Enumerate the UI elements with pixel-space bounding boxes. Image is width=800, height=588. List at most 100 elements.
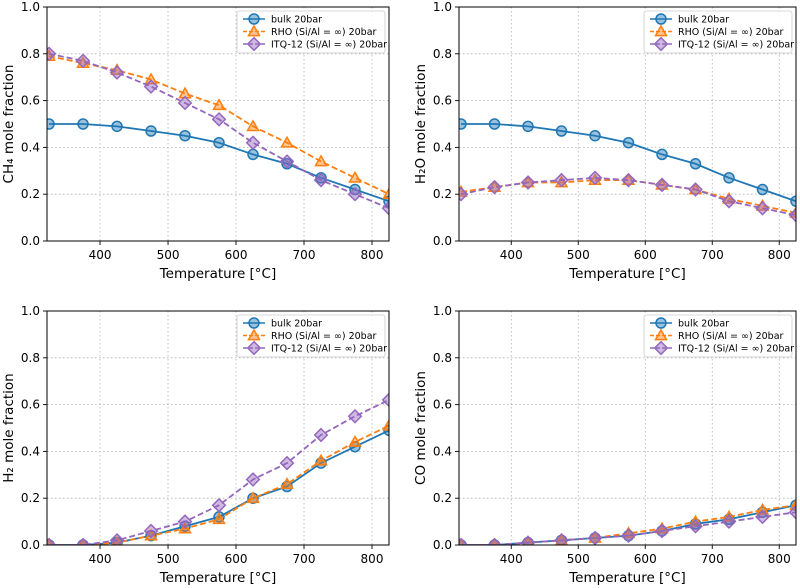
data-point [347, 186, 363, 202]
x-tick-label: 700 [293, 248, 316, 262]
x-tick-label: 600 [634, 552, 657, 566]
data-point [245, 472, 261, 487]
legend-label: RHO (Si/Al = ∞) 20bar [271, 27, 377, 38]
chart-co: 400 500 600 700 800 0.0 0.2 0.4 0.6 0.8 1.0 Tempera… [413, 304, 797, 586]
data-point [177, 95, 193, 111]
data-point [587, 530, 603, 545]
chart-h2o: 400 500 600 700 800 0.0 0.2 0.4 0.6 0.8 1.0 Tempera… [413, 0, 797, 282]
chart-ch4: 400 500 600 700 800 0.0 0.2 0.4 0.6 0.8 1.0 Tempera… [1, 0, 390, 282]
legend-label: ITQ-12 (Si/Al = ∞) 20bar [271, 40, 387, 51]
data-point [459, 118, 467, 130]
y-tick-label: 0.2 [433, 187, 452, 201]
data-point [788, 207, 796, 223]
data-point [487, 537, 502, 545]
data-point [348, 170, 362, 183]
plot-area [47, 46, 389, 216]
series-line [460, 176, 796, 217]
data-point [314, 154, 328, 167]
series-line [49, 424, 389, 545]
legend-marker [654, 24, 668, 37]
data-point [689, 158, 702, 170]
data-point [554, 172, 569, 188]
data-point [522, 120, 534, 133]
data-point [47, 537, 57, 545]
data-point [348, 435, 362, 447]
legend-label: ITQ-12 (Si/Al = ∞) 20bar [678, 344, 794, 355]
plot-area [459, 498, 796, 545]
x-tick-label: 600 [634, 248, 657, 262]
x-tick-label: 800 [768, 552, 791, 566]
series-itq12 [459, 170, 796, 223]
data-point [109, 532, 125, 545]
x-tick-label: 700 [701, 552, 724, 566]
legend-marker [248, 13, 260, 25]
data-point [755, 509, 770, 525]
x-tick-label: 600 [225, 248, 248, 262]
y-tick-label: 0.8 [21, 47, 40, 61]
data-point [723, 172, 735, 184]
legend-entry: bulk 20bar [243, 13, 322, 26]
legend-label: bulk 20bar [678, 15, 729, 26]
data-point [621, 172, 636, 188]
y-tick-label: 0.6 [21, 94, 40, 108]
x-tick-label: 800 [361, 552, 384, 566]
data-point [111, 120, 123, 133]
data-point [280, 477, 294, 490]
data-point [654, 177, 670, 193]
data-point [381, 392, 389, 408]
legend-label: RHO (Si/Al = ∞) 20bar [271, 331, 377, 342]
series-line [49, 399, 389, 545]
x-axis-label: Temperature [°C] [568, 570, 686, 586]
data-point [790, 195, 796, 207]
plot-area [47, 392, 389, 545]
x-tick-label: 500 [567, 552, 590, 566]
legend-label: RHO (Si/Al = ∞) 20bar [678, 331, 784, 342]
series-itq12 [47, 392, 389, 545]
data-point [688, 182, 703, 197]
legend-entry: RHO (Si/Al = ∞) 20bar [650, 328, 784, 342]
data-point [246, 119, 260, 132]
legend-marker [247, 24, 261, 37]
y-tick-label: 1.0 [433, 304, 452, 318]
data-point [213, 136, 225, 149]
y-tick-label: 0.2 [21, 187, 40, 201]
x-tick-label: 400 [500, 552, 523, 566]
y-axis-label: H₂ mole fraction [1, 373, 17, 482]
x-axis-label: Temperature [°C] [159, 570, 277, 586]
legend-entry: bulk 20bar [650, 317, 729, 330]
axes-frame [46, 6, 390, 242]
data-point [211, 497, 227, 513]
y-tick-label: 1.0 [433, 0, 452, 14]
series-line [48, 52, 389, 210]
data-point [143, 523, 159, 539]
data-point [245, 135, 261, 151]
data-point [587, 170, 603, 186]
data-point [459, 186, 469, 202]
y-tick-label: 0.0 [21, 538, 40, 552]
x-tick-label: 500 [157, 248, 180, 262]
data-point [246, 491, 260, 504]
data-point [382, 187, 389, 200]
data-point [279, 455, 295, 471]
data-point [47, 118, 55, 130]
data-point [144, 72, 158, 85]
series-itq12 [47, 46, 389, 216]
legend-box [236, 314, 386, 358]
data-point [347, 408, 363, 424]
legend-entry: ITQ-12 (Si/Al = ∞) 20bar [243, 36, 387, 52]
data-point [788, 504, 796, 520]
data-point [179, 129, 191, 142]
y-axis-label: H₂O mole fraction [413, 64, 429, 184]
data-point [381, 200, 389, 216]
data-point [382, 418, 389, 431]
x-tick-label: 800 [768, 248, 791, 262]
y-tick-label: 0.6 [21, 398, 40, 412]
axes-frame [458, 6, 797, 242]
legend-entry: RHO (Si/Al = ∞) 20bar [243, 24, 377, 38]
legend-entry: RHO (Si/Al = ∞) 20bar [650, 24, 784, 38]
legend-entry: ITQ-12 (Si/Al = ∞) 20bar [650, 340, 794, 356]
legend-label: bulk 20bar [678, 319, 729, 330]
legend-entry: bulk 20bar [650, 13, 729, 26]
data-point [621, 528, 636, 544]
